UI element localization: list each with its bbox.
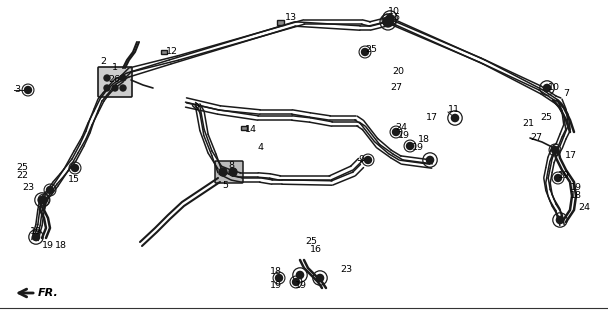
- Text: 23: 23: [340, 266, 352, 275]
- Circle shape: [38, 196, 46, 204]
- Text: 20: 20: [392, 68, 404, 76]
- Circle shape: [407, 142, 413, 149]
- Circle shape: [451, 114, 458, 122]
- Bar: [241, 126, 247, 130]
- Text: 9: 9: [193, 103, 199, 113]
- Text: 27: 27: [530, 133, 542, 142]
- Circle shape: [275, 275, 283, 282]
- Circle shape: [112, 85, 118, 91]
- Circle shape: [46, 187, 54, 194]
- Text: 19: 19: [398, 131, 410, 140]
- Text: 11: 11: [448, 106, 460, 115]
- Text: 18: 18: [270, 268, 282, 276]
- Circle shape: [387, 14, 393, 22]
- FancyBboxPatch shape: [98, 67, 132, 97]
- Text: FR.: FR.: [38, 288, 59, 298]
- Text: 27: 27: [390, 84, 402, 92]
- Circle shape: [426, 156, 434, 164]
- Circle shape: [120, 75, 126, 81]
- Circle shape: [32, 233, 40, 241]
- Text: 13: 13: [285, 13, 297, 22]
- Text: 19: 19: [412, 143, 424, 153]
- Text: 5: 5: [222, 180, 228, 189]
- Circle shape: [556, 216, 564, 224]
- Text: 24: 24: [395, 124, 407, 132]
- Text: 18: 18: [418, 135, 430, 145]
- Text: 19: 19: [270, 281, 282, 290]
- Circle shape: [296, 271, 303, 279]
- Circle shape: [365, 156, 371, 164]
- Text: 16: 16: [310, 245, 322, 254]
- Circle shape: [554, 174, 562, 181]
- Circle shape: [292, 278, 300, 285]
- Text: 10: 10: [388, 7, 400, 17]
- Circle shape: [384, 17, 392, 23]
- Text: 2: 2: [100, 58, 106, 67]
- Text: 19: 19: [558, 171, 570, 180]
- Text: 10: 10: [548, 84, 560, 92]
- Text: 15: 15: [68, 175, 80, 185]
- Text: 18: 18: [55, 241, 67, 250]
- Circle shape: [104, 85, 110, 91]
- Circle shape: [383, 17, 393, 27]
- Circle shape: [24, 86, 32, 93]
- Text: 9: 9: [358, 156, 364, 164]
- Circle shape: [393, 129, 399, 135]
- Text: 23: 23: [22, 182, 34, 191]
- Bar: [277, 20, 284, 25]
- Text: 3: 3: [14, 85, 20, 94]
- Circle shape: [104, 75, 110, 81]
- Text: 24: 24: [578, 204, 590, 212]
- Text: 19: 19: [42, 241, 54, 250]
- Text: 4: 4: [258, 143, 264, 153]
- Circle shape: [41, 196, 47, 204]
- Text: 25: 25: [16, 164, 28, 172]
- Circle shape: [544, 84, 551, 92]
- Text: 26: 26: [108, 76, 120, 84]
- Circle shape: [72, 164, 78, 172]
- Text: 21: 21: [522, 118, 534, 127]
- Text: 8: 8: [228, 161, 234, 170]
- Circle shape: [219, 168, 227, 176]
- Text: 7: 7: [563, 89, 569, 98]
- Text: 19: 19: [30, 228, 42, 236]
- Text: 19: 19: [295, 281, 307, 290]
- Circle shape: [316, 274, 323, 282]
- FancyBboxPatch shape: [215, 161, 243, 183]
- Text: 25: 25: [365, 45, 377, 54]
- Text: 6: 6: [393, 13, 399, 22]
- Circle shape: [229, 168, 237, 176]
- Text: 17: 17: [565, 150, 577, 159]
- Text: 12: 12: [166, 47, 178, 57]
- Text: 19: 19: [570, 183, 582, 193]
- Circle shape: [362, 49, 368, 55]
- Text: 17: 17: [426, 114, 438, 123]
- Text: 14: 14: [245, 125, 257, 134]
- Text: 22: 22: [16, 171, 28, 180]
- Circle shape: [120, 85, 126, 91]
- Circle shape: [551, 147, 559, 154]
- Text: 25: 25: [305, 237, 317, 246]
- Bar: [161, 50, 167, 54]
- Text: 18: 18: [570, 190, 582, 199]
- Text: 1: 1: [112, 63, 118, 73]
- Text: 25: 25: [540, 114, 552, 123]
